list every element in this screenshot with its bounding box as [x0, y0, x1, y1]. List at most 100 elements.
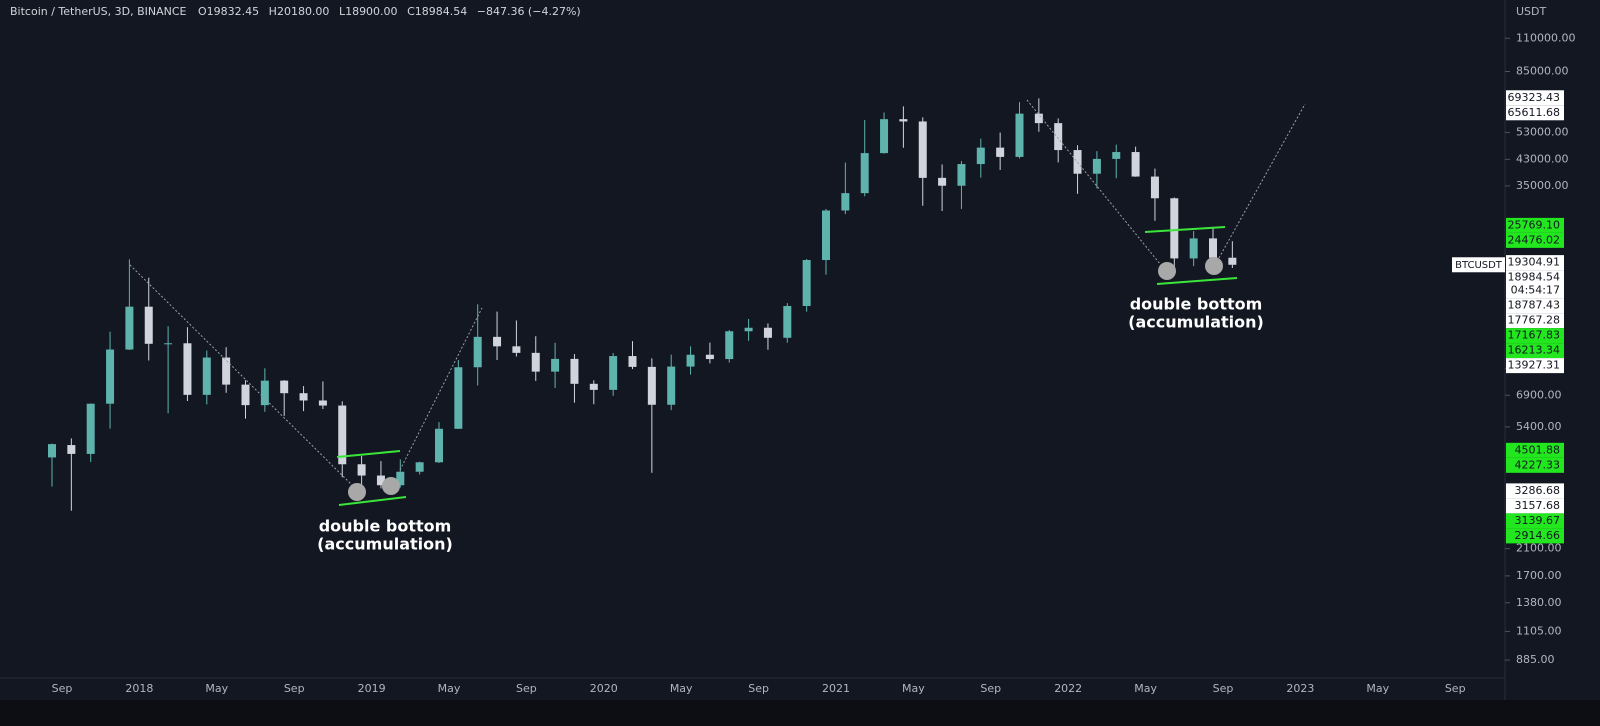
x-tick-label: Sep: [1445, 682, 1466, 695]
annotation: (accumulation): [1128, 313, 1264, 332]
x-tick-label: 2021: [822, 682, 850, 695]
y-tick-label: 53000.00: [1516, 125, 1569, 138]
price-label-box: [1506, 270, 1564, 299]
x-tick-label: May: [205, 682, 228, 695]
price-label: 3139.67: [1515, 514, 1561, 527]
candle-body: [86, 403, 95, 454]
x-tick-label: 2020: [590, 682, 618, 695]
candle-body: [454, 367, 463, 429]
x-tick-label: Sep: [980, 682, 1001, 695]
x-tick-label: 2019: [358, 682, 386, 695]
candle-body: [396, 471, 405, 486]
y-tick-label: 2100.00: [1516, 542, 1562, 555]
candle-body: [744, 327, 753, 332]
annotation: (accumulation): [317, 535, 453, 554]
annotation: double bottom: [1130, 295, 1263, 314]
candle-body: [802, 260, 811, 306]
trend-line: [1214, 103, 1306, 266]
x-tick-label: Sep: [748, 682, 769, 695]
candle-body: [667, 366, 676, 405]
y-tick-label: 6900.00: [1516, 388, 1562, 401]
candle-body: [512, 346, 521, 353]
chart-background: [0, 0, 1600, 700]
candle-body: [763, 327, 772, 338]
price-label: 16213.34: [1508, 344, 1561, 357]
price-label: 4227.33: [1515, 458, 1561, 471]
price-label: 25769.10: [1508, 218, 1561, 231]
high: H20180.00: [269, 5, 330, 18]
x-tick-label: May: [438, 682, 461, 695]
x-tick-label: 2018: [125, 682, 153, 695]
price-label: 4501.88: [1515, 443, 1561, 456]
price-label: 65611.68: [1508, 106, 1561, 119]
price-label-box: [1506, 298, 1564, 314]
candle-body: [415, 462, 424, 472]
candle-body: [1034, 113, 1043, 124]
candle-body: [1073, 150, 1082, 174]
change: −847.36 (−4.27%): [477, 5, 581, 18]
price-label-box: [1506, 90, 1564, 106]
price-label-box: [1506, 498, 1564, 514]
price-label: 24476.02: [1508, 233, 1561, 246]
close: C18984.54: [407, 5, 467, 18]
bottom-marker: [348, 483, 366, 501]
candle-body: [1150, 176, 1159, 199]
y-tick-label: 43000.00: [1516, 152, 1569, 165]
open: O19832.45: [198, 5, 259, 18]
x-tick-label: Sep: [516, 682, 537, 695]
candle-body: [338, 405, 347, 465]
candle-body: [48, 444, 56, 458]
price-label-box: [1506, 343, 1564, 359]
resistance-line: [1144, 226, 1226, 233]
bottom-marker: [382, 477, 400, 495]
candle-body: [880, 119, 889, 154]
candle-body: [1228, 257, 1237, 265]
x-tick-label: May: [1366, 682, 1389, 695]
candle-body: [1015, 113, 1024, 157]
price-label: 19304.91: [1508, 256, 1561, 269]
candle-body: [202, 357, 211, 395]
candle-body: [1112, 152, 1121, 159]
candle-body: [67, 445, 76, 454]
price-label-box: [1506, 358, 1564, 374]
annotation: double bottom: [319, 517, 452, 536]
price-label-box: [1506, 528, 1564, 544]
candle-body: [241, 384, 250, 406]
price-label-box: [1506, 217, 1564, 233]
candle-body: [570, 358, 579, 384]
price-label: 3157.68: [1515, 499, 1561, 512]
support-line: [1156, 277, 1238, 285]
candle-body: [144, 306, 153, 344]
x-tick-label: 2022: [1054, 682, 1082, 695]
candle-body: [318, 400, 327, 406]
y-tick-label: 885.00: [1516, 653, 1555, 666]
candle-body: [860, 153, 869, 194]
countdown: 04:54:17: [1511, 284, 1560, 297]
candle-body: [260, 380, 269, 406]
candle-body: [1054, 123, 1063, 151]
candle-body: [551, 358, 560, 372]
candle-body: [899, 119, 908, 122]
price-label: 17167.83: [1508, 329, 1561, 342]
price-label: 13927.31: [1508, 359, 1561, 372]
x-tick-label: Sep: [1213, 682, 1234, 695]
x-tick-label: May: [670, 682, 693, 695]
candle-body: [686, 354, 695, 367]
candle-body: [822, 210, 830, 261]
candle-body: [976, 147, 985, 165]
y-tick-label: 35000.00: [1516, 179, 1569, 192]
candle-body: [1092, 158, 1101, 174]
candles: [48, 98, 1237, 511]
candle-body: [222, 357, 231, 385]
price-label: 3286.68: [1515, 484, 1561, 497]
series-tag-box: [1452, 257, 1505, 273]
trend-line: [129, 264, 358, 491]
candle-body: [357, 464, 366, 476]
candle-body: [473, 336, 482, 368]
candle-body: [996, 147, 1005, 157]
x-tick-label: 2023: [1286, 682, 1314, 695]
candle-body: [125, 306, 134, 350]
candle-body: [280, 380, 289, 394]
candle-body: [918, 121, 927, 178]
